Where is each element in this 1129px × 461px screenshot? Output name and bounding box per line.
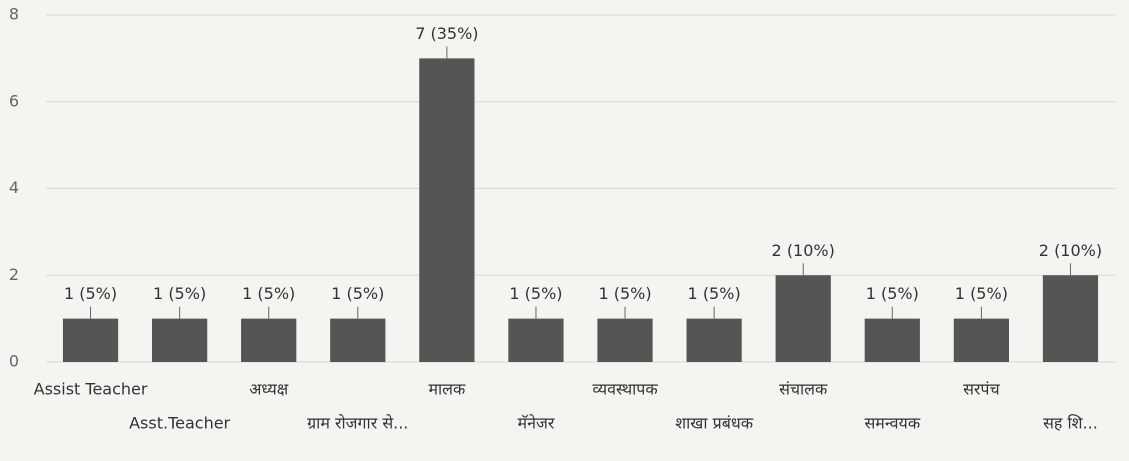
bar [508,318,564,362]
bar [241,318,297,362]
x-tick-label: मॅनेजर [518,414,555,433]
value-label: 1 (5%) [688,284,741,303]
value-label: 1 (5%) [955,284,1008,303]
bar [953,318,1009,362]
x-tick-label: Assist Teacher [34,380,148,399]
x-tick-label: सरपंच [963,380,1000,399]
bar [330,318,386,362]
value-label: 7 (35%) [415,24,478,43]
y-tick-label: 2 [9,265,19,284]
x-tick-label: संचालक [779,380,828,399]
value-label: 1 (5%) [153,284,206,303]
value-label: 1 (5%) [866,284,919,303]
value-label: 1 (5%) [509,284,562,303]
bar [152,318,208,362]
bar [1042,275,1099,362]
bar [419,58,475,362]
x-tick-label: सह शि... [1043,414,1098,433]
x-tick-label: समन्वयक [864,414,920,433]
y-tick-label: 4 [9,178,19,197]
value-label: 2 (10%) [772,241,835,260]
x-tick-label: शाखा प्रबंधक [675,414,753,433]
y-tick-label: 8 [9,5,19,24]
x-tick-label: व्यवस्थापक [592,380,658,399]
value-label: 1 (5%) [242,284,295,303]
x-tick-label: ग्राम रोजगार से... [307,414,408,433]
bar [686,318,742,362]
value-label: 1 (5%) [331,284,384,303]
value-label: 2 (10%) [1039,241,1102,260]
bar [597,318,653,362]
value-label: 1 (5%) [598,284,651,303]
x-tick-label: अध्यक्ष [249,380,289,399]
y-tick-label: 0 [9,352,19,371]
x-tick-label: मालक [428,380,466,399]
y-tick-label: 6 [9,91,19,110]
bar [864,318,920,362]
x-tick-label: Asst.Teacher [129,414,230,433]
value-label: 1 (5%) [64,284,117,303]
bar [775,275,831,362]
bar [62,318,119,362]
